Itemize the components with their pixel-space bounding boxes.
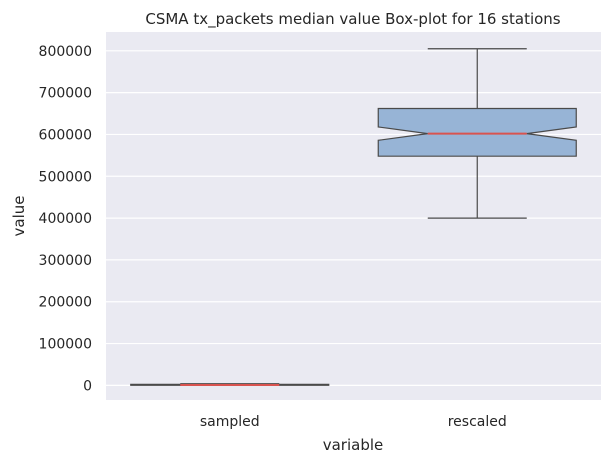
x-tick-labels: sampled rescaled xyxy=(200,414,507,430)
x-axis-label: variable xyxy=(323,436,384,454)
x-tick-rescaled: rescaled xyxy=(448,414,507,430)
box-rescaled xyxy=(377,48,577,219)
y-tick-labels: 0 100000 200000 300000 400000 500000 600000 700… xyxy=(39,44,92,395)
y-axis-label: value xyxy=(10,196,28,237)
chart-title: CSMA tx_packets median value Box-plot fo… xyxy=(145,10,560,29)
y-tick-100000: 100000 xyxy=(39,337,92,353)
y-tick-600000: 600000 xyxy=(39,127,92,143)
box-sampled xyxy=(130,383,330,386)
y-tick-300000: 300000 xyxy=(39,253,92,269)
y-tick-200000: 200000 xyxy=(39,295,92,311)
boxes-layer xyxy=(130,48,577,386)
y-tick-0: 0 xyxy=(83,378,92,394)
box-body-rescaled xyxy=(377,107,577,157)
y-tick-400000: 400000 xyxy=(39,211,92,227)
grid-lines xyxy=(106,50,601,386)
y-tick-500000: 500000 xyxy=(39,169,92,185)
y-tick-700000: 700000 xyxy=(39,86,92,102)
x-tick-sampled: sampled xyxy=(200,414,260,430)
plot-background xyxy=(106,32,601,400)
y-tick-800000: 800000 xyxy=(39,44,92,60)
